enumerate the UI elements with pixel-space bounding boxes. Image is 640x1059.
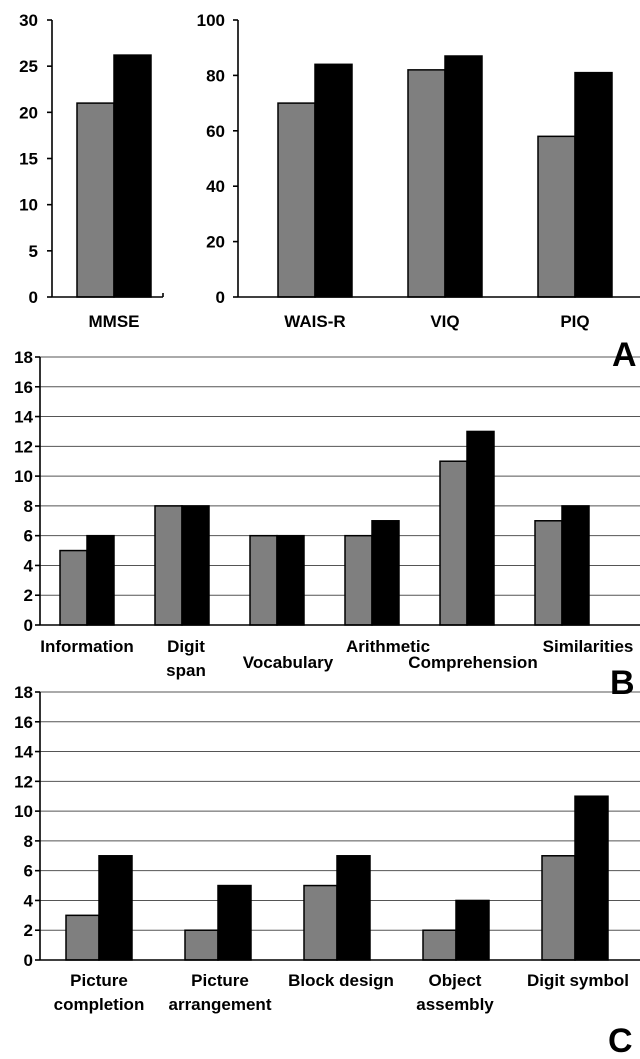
category-label: span — [166, 661, 206, 680]
chart-mmse: 0 5 10 15 20 25 30 MMSE — [19, 11, 164, 331]
y-tick-label: 16 — [14, 713, 33, 732]
category-label: VIQ — [430, 312, 459, 331]
bar-iq-0-series-1 — [314, 63, 353, 298]
category-label: WAIS-R — [284, 312, 345, 331]
category-label: Picture — [70, 971, 128, 990]
chart-iq: 0 20 40 60 80 100 WAIS-R VIQ PIQ — [197, 11, 640, 331]
y-tick-label: 10 — [14, 802, 33, 821]
y-tick-label: 6 — [24, 527, 33, 546]
y-tick-label: 14 — [14, 408, 33, 427]
bar-iq-2-series-1 — [574, 71, 613, 298]
chart-performance: 0 2 4 6 8 10 12 14 16 18 Picture completion Picture a… — [14, 683, 640, 1014]
bar-verbal-2-series-1 — [276, 534, 305, 626]
bar-performance-0-series-1 — [98, 855, 133, 961]
bar-performance-0-series-0 — [65, 914, 100, 961]
bar-performance-4-series-0 — [541, 855, 576, 961]
category-label: arrangement — [169, 995, 272, 1014]
category-label: Vocabulary — [243, 653, 334, 672]
chart-verbal: 0 2 4 6 8 10 12 14 16 18 Information Digit span Vocab… — [14, 348, 640, 680]
y-tick-label: 14 — [14, 743, 33, 762]
y-tick-label: 4 — [24, 556, 34, 575]
bar-verbal-5-series-1 — [561, 505, 590, 626]
bar-performance-1-series-0 — [184, 929, 219, 961]
y-tick-label: 18 — [14, 348, 33, 367]
y-tick-label: 20 — [206, 233, 225, 252]
category-label: Picture — [191, 971, 249, 990]
y-tick-label: 15 — [19, 150, 38, 169]
y-tick-label: 12 — [14, 772, 33, 791]
bar-verbal-0-series-0 — [59, 549, 88, 626]
category-label: Similarities — [543, 637, 634, 656]
y-tick-label: 2 — [24, 586, 33, 605]
y-tick-label: 0 — [24, 616, 33, 635]
y-tick-label: 0 — [216, 288, 225, 307]
bar-mmse-0-series-0 — [76, 102, 115, 298]
y-tick-label: 0 — [29, 288, 38, 307]
category-label: MMSE — [89, 312, 140, 331]
y-tick-label: 2 — [24, 921, 33, 940]
panel-label-a: A — [612, 336, 637, 374]
category-label: completion — [54, 995, 145, 1014]
bar-iq-1-series-1 — [444, 55, 483, 298]
y-tick-label: 80 — [206, 66, 225, 85]
bar-verbal-3-series-1 — [371, 520, 400, 626]
y-tick-label: 8 — [24, 832, 33, 851]
bar-verbal-0-series-1 — [86, 534, 115, 626]
category-label: PIQ — [560, 312, 589, 331]
y-tick-label: 0 — [24, 951, 33, 970]
y-tick-label: 25 — [19, 57, 38, 76]
y-tick-label: 40 — [206, 177, 225, 196]
y-tick-label: 16 — [14, 378, 33, 397]
bar-performance-4-series-1 — [574, 795, 609, 961]
category-label: Digit symbol — [527, 971, 629, 990]
y-tick-label: 18 — [14, 683, 33, 702]
bar-performance-3-series-0 — [422, 929, 457, 961]
bar-verbal-4-series-1 — [466, 430, 495, 626]
bar-performance-2-series-0 — [303, 884, 338, 961]
y-tick-label: 4 — [24, 891, 34, 910]
bar-performance-1-series-1 — [217, 884, 252, 961]
bar-verbal-1-series-1 — [181, 505, 210, 626]
panel-label-b: B — [610, 664, 635, 702]
y-tick-label: 5 — [29, 242, 38, 261]
category-label: Digit — [167, 637, 205, 656]
y-tick-label: 8 — [24, 497, 33, 516]
bar-performance-2-series-1 — [336, 855, 371, 961]
bar-iq-1-series-0 — [407, 69, 446, 298]
category-label: Block design — [288, 971, 394, 990]
y-tick-label: 20 — [19, 103, 38, 122]
y-tick-label: 100 — [197, 11, 225, 30]
bar-verbal-5-series-0 — [534, 520, 563, 626]
bar-iq-2-series-0 — [537, 135, 576, 298]
category-label: Comprehension — [408, 653, 537, 672]
y-tick-label: 60 — [206, 122, 225, 141]
bar-mmse-0-series-1 — [113, 54, 152, 298]
y-tick-label: 10 — [19, 196, 38, 215]
bar-verbal-1-series-0 — [154, 505, 183, 626]
category-label: assembly — [416, 995, 494, 1014]
panel-label-c: C — [608, 1022, 633, 1059]
category-label: Object — [429, 971, 482, 990]
y-tick-label: 10 — [14, 467, 33, 486]
y-tick-label: 30 — [19, 11, 38, 30]
bar-verbal-3-series-0 — [344, 534, 373, 626]
y-tick-label: 6 — [24, 862, 33, 881]
bar-performance-3-series-1 — [455, 899, 490, 961]
y-tick-label: 12 — [14, 437, 33, 456]
bar-iq-0-series-0 — [277, 102, 316, 298]
category-label: Information — [40, 637, 134, 656]
bar-verbal-2-series-0 — [249, 534, 278, 626]
bar-verbal-4-series-0 — [439, 460, 468, 626]
category-label: Arithmetic — [346, 637, 430, 656]
